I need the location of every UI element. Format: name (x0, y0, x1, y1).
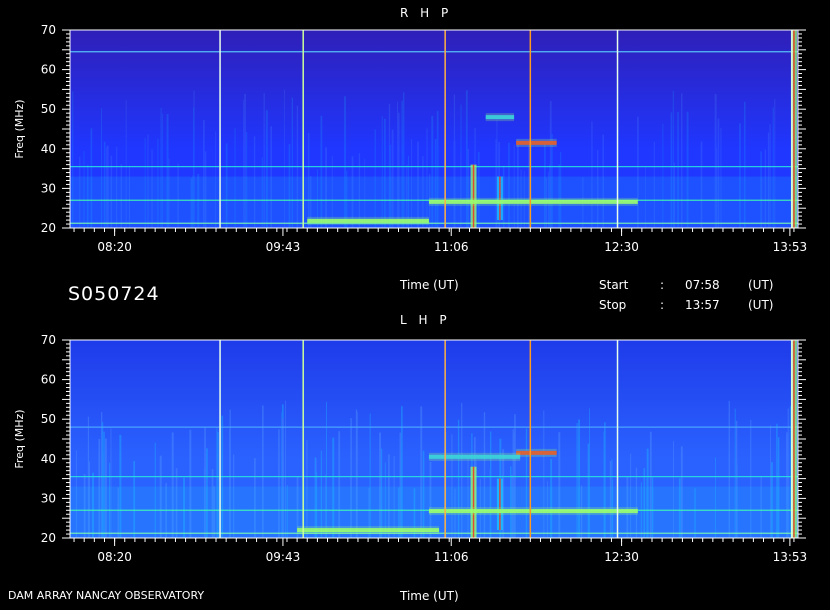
lhp-spectrogram: 20 30 40 50 60 70 Freq (MHz) 08:20 09:43 11:06 12:… (13, 333, 808, 564)
emission-halo (297, 526, 440, 535)
emission-patch (516, 450, 557, 455)
rhp-spectrogram: 20 30 40 50 60 70 Freq (MHz) 08:20 09:43 11:06 12:… (13, 23, 808, 254)
lhp-panel: 20 30 40 50 60 70 Freq (MHz) 08:20 09:43 11:06 12:… (0, 310, 830, 590)
session-id: S050724 (68, 283, 160, 305)
emission-patch (485, 115, 515, 120)
y-tick-label: 40 (41, 452, 56, 466)
emission-patch (297, 528, 440, 533)
noise-texture (69, 89, 776, 228)
start-time: 07:58 (685, 278, 720, 292)
y-tick-label: 60 (41, 373, 56, 387)
emission-halo (485, 113, 515, 122)
lhp-title: L H P (400, 313, 451, 327)
emission-halo (428, 197, 638, 206)
emission-halo (428, 507, 638, 516)
x-tick-label: 09:43 (266, 550, 301, 564)
emission-patch (516, 140, 557, 145)
rhp-panel: R H P 20 30 40 50 60 70 Freq (MHz) 08:20 09:43 11… (0, 0, 830, 292)
y-axis-label: Freq (MHz) (13, 99, 26, 158)
lhp-xlabel: Time (UT) (400, 589, 459, 603)
y-tick-label: 30 (41, 181, 56, 195)
y-tick-label: 20 (41, 531, 56, 545)
emission-halo (428, 452, 521, 461)
rhp-title: R H P (400, 6, 453, 20)
rhp-xlabel: Time (UT) (400, 278, 459, 292)
y-tick-label: 20 (41, 221, 56, 235)
y-axis-label: Freq (MHz) (13, 409, 26, 468)
emission-patch (307, 218, 429, 223)
stop-sep: : (660, 298, 665, 312)
emission-halo (516, 138, 557, 147)
x-tick-label: 13:53 (773, 550, 808, 564)
emission-patch (428, 199, 638, 204)
emission-halo (307, 216, 429, 225)
emission-patch (428, 509, 638, 514)
y-tick-label: 70 (41, 23, 56, 37)
x-tick-label: 12:30 (604, 550, 639, 564)
x-tick-label: 08:20 (97, 550, 132, 564)
stop-unit: (UT) (748, 298, 774, 312)
start-sep: : (660, 278, 665, 292)
y-tick-label: 40 (41, 142, 56, 156)
plot-background (70, 30, 798, 228)
x-tick-label: 11:06 (434, 550, 469, 564)
emission-halo (516, 448, 557, 457)
stop-label: Stop (599, 298, 627, 312)
start-label: Start (599, 278, 629, 292)
y-tick-label: 50 (41, 102, 56, 116)
noise-texture (75, 400, 796, 538)
y-tick-label: 50 (41, 412, 56, 426)
start-unit: (UT) (748, 278, 774, 292)
x-tick-label: 09:43 (266, 240, 301, 254)
plot-background (70, 340, 798, 538)
emission-patch (428, 454, 521, 459)
y-tick-label: 60 (41, 63, 56, 77)
stop-time: 13:57 (685, 298, 720, 312)
x-tick-label: 08:20 (97, 240, 132, 254)
x-tick-label: 13:53 (773, 240, 808, 254)
observatory-label: DAM ARRAY NANCAY OBSERVATORY (8, 589, 205, 602)
y-tick-label: 70 (41, 333, 56, 347)
y-tick-label: 30 (41, 491, 56, 505)
x-tick-label: 12:30 (604, 240, 639, 254)
x-tick-label: 11:06 (434, 240, 469, 254)
